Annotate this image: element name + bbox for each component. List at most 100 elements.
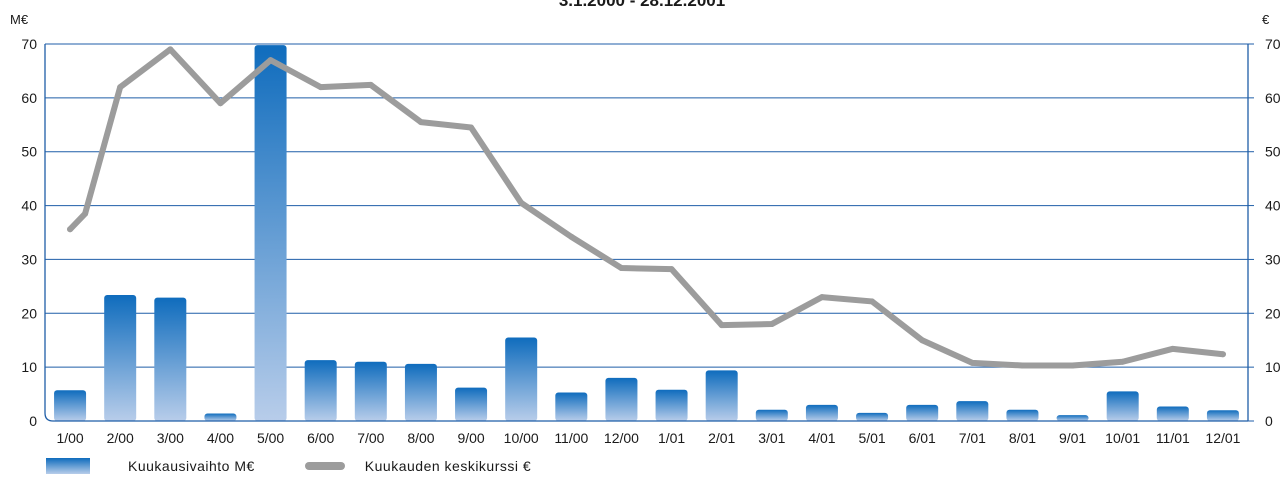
x-tick-label: 10/01 [1105,430,1140,446]
y-tick-label-left: 60 [21,90,37,106]
gridlines [45,44,1248,367]
x-tick-label: 4/00 [207,430,234,446]
y-tick-label-right: 40 [1265,198,1280,214]
line-point [217,100,223,106]
legend-bar-label: Kuukausivaihto M€ [128,458,255,474]
bar [756,410,788,421]
bar [605,378,637,421]
line-point [318,84,324,90]
legend: Kuukausivaihto M€ Kuukauden keskikurssi … [46,458,581,474]
line-point [618,265,624,271]
x-tick-label: 12/00 [604,430,639,446]
x-tick-label: 2/00 [107,430,134,446]
y-tick-label-left: 20 [21,305,37,321]
legend-line-label: Kuukauden keskikurssi € [365,458,531,474]
line-point [1170,346,1176,352]
y-tick-label-right: 70 [1265,36,1280,52]
y-tick-label-right: 0 [1265,413,1273,429]
legend-bar-swatch [46,458,90,474]
line-point [1070,363,1076,369]
x-tick-label: 2/01 [708,430,735,446]
x-tick-label: 11/01 [1156,430,1190,446]
legend-line-swatch [305,462,345,470]
bar [54,390,86,421]
x-tick-label: 8/01 [1009,430,1036,446]
bar [1006,410,1038,421]
bar [104,295,136,421]
x-tick-label: 5/00 [257,430,284,446]
bar [706,370,738,421]
x-tick-label: 6/00 [307,430,334,446]
line-point [82,211,88,217]
x-tick-label: 9/01 [1059,430,1086,446]
x-tick-label: 1/00 [56,430,83,446]
x-tick-label: 7/01 [959,430,986,446]
line-series [67,46,1226,368]
y-tick-label-right: 10 [1265,359,1280,375]
y-tick-label-right: 20 [1265,305,1280,321]
line-point [167,46,173,52]
x-tick-label: 5/01 [858,430,885,446]
x-tick-label: 3/00 [157,430,184,446]
bar [1057,415,1089,421]
x-tick-label: 6/01 [909,430,936,446]
line-point [67,226,73,232]
y-tick-label-left: 50 [21,144,37,160]
bar [455,388,487,421]
bar [154,298,186,421]
line-point [368,82,374,88]
bar [405,364,437,421]
line-point [518,200,524,206]
x-tick-label: 12/01 [1205,430,1240,446]
line-point [819,294,825,300]
y-tick-label-left: 10 [21,359,37,375]
bar [1107,391,1139,421]
y-tick-label-left: 0 [29,413,37,429]
y-tick-label-left: 40 [21,198,37,214]
right-axis-unit: € [1262,12,1270,27]
x-tick-label: 4/01 [808,430,835,446]
bar [906,405,938,421]
line-point [117,84,123,90]
bar [204,413,236,421]
chart-title: 3.1.2000 - 28.12.2001 [559,0,725,10]
x-tick-label: 10/00 [504,430,539,446]
y-tick-label-right: 30 [1265,251,1280,267]
x-tick-label: 1/01 [658,430,685,446]
line-point [969,360,975,366]
left-axis-unit: M€ [10,12,29,27]
x-tick-label: 3/01 [758,430,785,446]
bar [806,405,838,421]
line-point [719,322,725,328]
bar [255,45,287,421]
bar [656,390,688,421]
line-point [1019,363,1025,369]
line-point [418,119,424,125]
line-point [919,337,925,343]
line-point [769,321,775,327]
x-axis-labels: 1/00 2/00 3/00 4/00 5/00 6/00 7/00 8/00 9/00 10/0… [56,430,1240,446]
bar [956,401,988,421]
bar [856,413,888,421]
bar [1157,406,1189,421]
legend-item-line: Kuukauden keskikurssi € [305,458,531,474]
y-tick-label-right: 50 [1265,144,1280,160]
x-tick-label: 8/00 [407,430,434,446]
x-tick-label: 7/00 [357,430,384,446]
bar [555,392,587,421]
line-point [568,234,574,240]
x-tick-label: 9/00 [457,430,484,446]
line-point [1220,351,1226,357]
line-point [268,57,274,63]
y-tick-label-right: 60 [1265,90,1280,106]
bar [355,362,387,421]
line-point [669,266,675,272]
x-tick-label: 11/00 [554,430,588,446]
y-tick-label-left: 30 [21,251,37,267]
y-tick-label-left: 70 [21,36,37,52]
bar [1207,410,1239,421]
line-path [70,49,1223,365]
bar [505,338,537,421]
line-point [468,124,474,130]
